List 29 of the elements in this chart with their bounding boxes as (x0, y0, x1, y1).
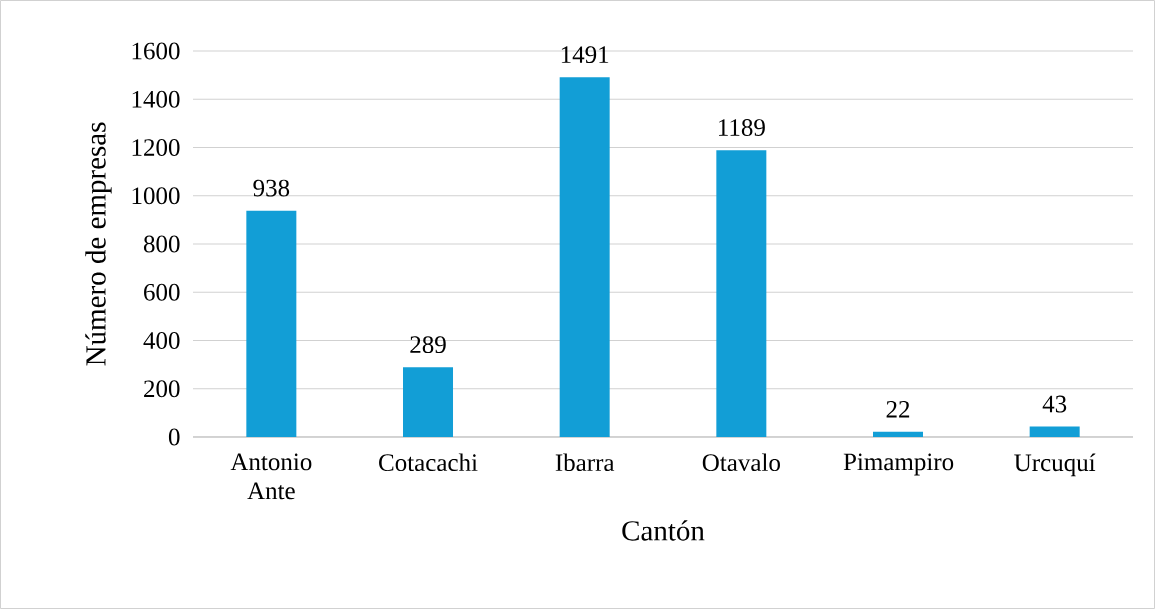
y-tick-label: 600 (144, 283, 180, 301)
data-label: 1189 (719, 119, 765, 136)
x-tick-label: Ibarra (555, 453, 615, 472)
x-axis-title: Cantón (622, 520, 705, 541)
y-tick-label: 800 (143, 235, 180, 253)
y-axis-title: Número de empresas (85, 122, 112, 366)
y-tick-label: 1200 (132, 139, 180, 156)
y-tick-label: 200 (144, 380, 180, 398)
x-tick-label: Urcuquí (1014, 453, 1096, 477)
bar (403, 367, 454, 437)
data-label: 1491 (561, 46, 609, 64)
y-tick-label: 1600 (132, 42, 180, 60)
bar (873, 431, 924, 437)
x-tick-label: Antonio Ante (230, 453, 312, 500)
data-label: 22 (886, 400, 910, 418)
y-tick-label: 400 (143, 332, 180, 349)
bar (246, 210, 297, 437)
bar (1029, 426, 1080, 437)
y-tick-label: 1400 (132, 90, 180, 108)
data-label: 43 (1042, 395, 1067, 413)
y-tick-label: 1000 (132, 187, 180, 205)
y-tick-label: 0 (168, 428, 180, 446)
data-label: 938 (253, 179, 290, 197)
data-label: 289 (410, 336, 446, 354)
x-tick-label: Otavalo (702, 453, 780, 472)
x-tick-label: Pimampiro (843, 453, 954, 476)
bar (716, 150, 767, 437)
bar (559, 77, 610, 437)
x-tick-label: Cotacachi (379, 453, 478, 472)
